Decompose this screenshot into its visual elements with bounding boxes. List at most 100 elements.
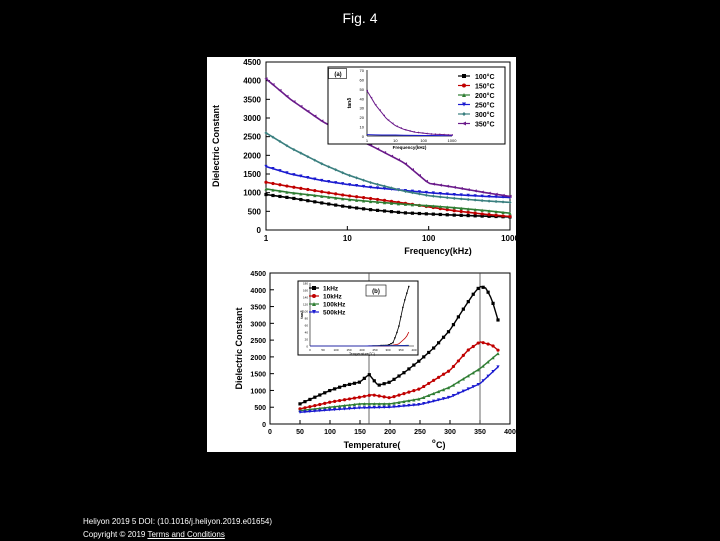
panel-a-point	[369, 197, 372, 200]
panel-a-point	[453, 186, 456, 189]
panel-b-point	[333, 400, 336, 403]
panel-b-inset-ytick-label: 180	[303, 282, 308, 286]
panel-a-inset-ylabel: tanδ	[347, 98, 353, 109]
panel-b-inset-ytick-label: 160	[303, 289, 308, 293]
panel-a-point	[481, 212, 484, 215]
panel-b-xtick-label: 100	[324, 429, 336, 436]
citation: Heliyon 2019 5 DOI: (10.1016/j.heliyon.2…	[83, 515, 272, 528]
panel-a-inset-ytick-label: 50	[360, 87, 365, 92]
panel-a-point	[432, 195, 435, 198]
copyright-line: Copyright © 2019 Terms and Conditions	[83, 528, 272, 541]
panel-b-xlabel-unit: C)	[436, 440, 446, 450]
panel-b-point	[363, 377, 366, 380]
panel-b-inset-point	[406, 292, 407, 293]
panel-b-xtick-label: 350	[474, 429, 486, 436]
panel-a-inset-ytick-label: 30	[360, 106, 365, 111]
panel-b-legend-label: 500kHz	[323, 310, 346, 317]
panel-a-point	[481, 190, 484, 193]
panel-b-point	[407, 367, 410, 370]
panel-a-point	[418, 212, 421, 215]
panel-a-point	[474, 212, 477, 215]
panel-b-point	[323, 402, 326, 405]
panel-a-point	[369, 208, 372, 211]
panel-b-ytick-label: 4500	[250, 271, 266, 278]
panel-a-inset-xlabel: Frequency(kHz)	[393, 145, 427, 150]
panel-a-point	[467, 214, 470, 217]
panel-b-point	[452, 323, 455, 326]
panel-a-point	[501, 214, 504, 217]
panel-a-point	[494, 200, 497, 203]
panel-b-inset-ytick-label: 120	[303, 303, 308, 307]
panel-a-point	[460, 210, 463, 213]
panel-a-ytick-label: 1500	[243, 170, 261, 179]
panel-a-series-line	[266, 167, 510, 198]
panel-b-point	[447, 330, 450, 333]
panel-b-inset-xtick-label: 100	[333, 348, 338, 352]
panel-a-point	[306, 188, 309, 191]
panel-a-point	[453, 209, 456, 212]
panel-a-point	[383, 209, 386, 212]
panel-b-point	[442, 373, 445, 376]
panel-b-inset-point	[390, 343, 391, 344]
panel-b-xtick-label: 150	[354, 429, 366, 436]
panel-b-point	[388, 396, 391, 399]
panel-a-legend-label: 200°C	[475, 92, 495, 100]
panel-b-xlabel: Temperature(	[344, 440, 401, 450]
panel-a-ytick-label: 2000	[243, 151, 261, 160]
panel-b-legend-label: 1kHz	[323, 286, 339, 293]
panel-b-inset-point	[402, 307, 403, 308]
panel-a-point	[418, 192, 421, 195]
panel-b-xtick-label: 50	[296, 429, 304, 436]
panel-b-point	[487, 342, 490, 345]
panel-a-ytick-label: 4500	[243, 58, 261, 67]
panel-b-point	[496, 352, 499, 355]
panel-a-point	[334, 203, 337, 206]
terms-link[interactable]: Terms and Conditions	[147, 530, 224, 539]
panel-a-point	[271, 182, 274, 185]
panel-a-point	[474, 189, 477, 192]
panel-b-point	[432, 346, 435, 349]
panel-b-inset-point	[396, 332, 397, 333]
panel-b-point	[328, 389, 331, 392]
panel-b-point	[457, 359, 460, 362]
panel-b-inset-ytick-label: 20	[305, 338, 309, 342]
panel-a-point	[355, 206, 358, 209]
panel-b-ytick-label: 1500	[250, 372, 266, 379]
panel-a-inset-ytick-label: 60	[360, 77, 365, 82]
panel-a-point	[439, 184, 442, 187]
panel-b-point	[373, 379, 376, 382]
panel-b-point	[432, 379, 435, 382]
panel-a-xtick-label: 1	[264, 234, 269, 243]
panel-b-point	[363, 395, 366, 398]
panel-b-ytick-label: 1000	[250, 388, 266, 395]
figure-title: Fig. 4	[0, 10, 720, 26]
panel-b-point	[447, 370, 450, 373]
panel-a-point	[327, 191, 330, 194]
panel-a-point	[487, 192, 490, 195]
panel-b-point	[427, 382, 430, 385]
panel-b-point	[353, 382, 356, 385]
panel-b-point	[338, 399, 341, 402]
panel-b-point	[427, 351, 430, 354]
panel-a-point	[481, 199, 484, 202]
panel-a-point	[467, 198, 470, 201]
panel-b-ytick-label: 2000	[250, 355, 266, 362]
panel-b-inset-ytick-label: 80	[305, 317, 309, 321]
panel-a-label: (a)	[334, 72, 341, 78]
panel-b-legend-label: 100kHz	[323, 302, 346, 309]
panel-a-point	[439, 213, 442, 216]
panel-a-point	[362, 196, 365, 199]
panel-a-point	[376, 209, 379, 212]
panel-b-point	[348, 383, 351, 386]
panel-a-point	[487, 213, 490, 216]
panel-a-ytick-label: 2500	[243, 133, 261, 142]
panel-a-point	[432, 213, 435, 216]
panel-a-inset-ytick-label: 20	[360, 115, 365, 120]
panel-b-inset-xtick-label: 350	[398, 348, 403, 352]
panel-a-point	[432, 182, 435, 185]
panel-b-point	[368, 394, 371, 397]
panel-a-point	[404, 211, 407, 214]
panel-b-point	[417, 360, 420, 363]
panel-a-point	[425, 194, 428, 197]
panel-b-point	[496, 318, 499, 321]
